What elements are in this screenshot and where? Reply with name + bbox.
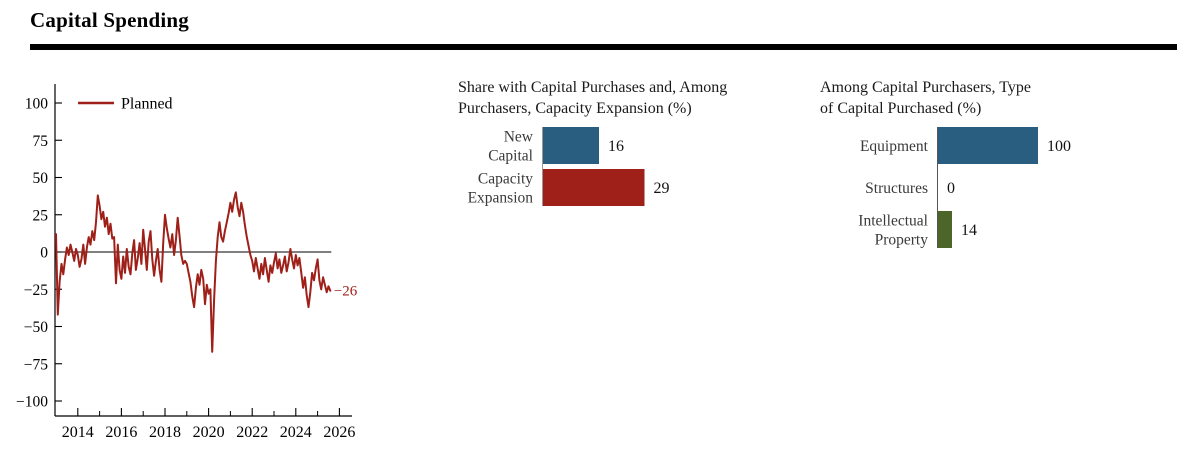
middle-chart-title: Share with Capital Purchases and, Among … bbox=[458, 77, 788, 119]
bar-capacity-expansion bbox=[543, 169, 645, 206]
bar-label-capacity-expansion: Capacity bbox=[478, 171, 533, 188]
y-tick-label: 50 bbox=[33, 170, 49, 187]
middle-chart-title-line2: Purchasers, Capacity Expansion (%) bbox=[458, 100, 692, 117]
y-tick-label: 75 bbox=[33, 133, 49, 150]
y-tick-label: −100 bbox=[16, 394, 48, 411]
bar-label-new-capital: Capital bbox=[488, 148, 533, 165]
planned-series-line bbox=[55, 191, 332, 353]
right-chart-title: Among Capital Purchasers, Type of Capita… bbox=[820, 77, 1150, 119]
bar-value-intellectual-property: 14 bbox=[961, 222, 977, 239]
right-chart-title-line1: Among Capital Purchasers, Type bbox=[820, 79, 1031, 96]
bar-intellectual-property bbox=[938, 211, 952, 248]
bar-new-capital bbox=[543, 127, 599, 164]
y-tick-label: 0 bbox=[40, 245, 48, 262]
x-tick-label: 2020 bbox=[193, 424, 225, 441]
x-tick-label: 2016 bbox=[105, 424, 137, 441]
bar-equipment bbox=[938, 127, 1038, 164]
y-tick-label: 25 bbox=[33, 207, 49, 224]
y-tick-label: 100 bbox=[25, 96, 49, 113]
x-tick-label: 2024 bbox=[280, 424, 312, 441]
x-tick-label: 2026 bbox=[323, 424, 355, 441]
bar-value-equipment: 100 bbox=[1047, 138, 1071, 155]
legend-label: Planned bbox=[121, 96, 173, 113]
axes bbox=[54, 84, 352, 417]
bar-value-structures: 0 bbox=[947, 180, 955, 197]
title-rule bbox=[30, 44, 1177, 50]
bar-label-intellectual-property: Intellectual bbox=[858, 213, 928, 230]
bar-value-new-capital: 16 bbox=[608, 138, 624, 155]
bar-label-capacity-expansion: Expansion bbox=[468, 190, 534, 207]
end-value-label: −26 bbox=[334, 284, 358, 300]
bar-value-capacity-expansion: 29 bbox=[654, 180, 670, 197]
page-title: Capital Spending bbox=[30, 8, 190, 32]
y-tick-label: −50 bbox=[24, 319, 48, 336]
right-chart-title-line2: of Capital Purchased (%) bbox=[820, 100, 982, 117]
x-tick-label: 2018 bbox=[149, 424, 181, 441]
bar-label-intellectual-property: Property bbox=[875, 232, 929, 249]
y-tick-label: −75 bbox=[24, 356, 48, 373]
x-tick-label: 2022 bbox=[236, 424, 268, 441]
bar-label-structures: Structures bbox=[865, 180, 928, 197]
x-tick-label: 2014 bbox=[62, 424, 94, 441]
y-axis-ticks: 100 75 50 25 0 −25 −50 −75 −100 bbox=[16, 96, 62, 411]
middle-chart-title-line1: Share with Capital Purchases and, Among bbox=[458, 79, 728, 96]
y-tick-label: −25 bbox=[24, 282, 48, 299]
capital-type-bar-chart: 100 Equipment 0 Structures 14 Intellectual Pro… bbox=[858, 127, 1071, 249]
legend: Planned bbox=[78, 96, 173, 113]
bar-label-new-capital: New bbox=[504, 129, 534, 146]
x-axis-ticks: 2014 2016 2018 2020 2022 2024 2026 bbox=[62, 408, 355, 441]
capital-purchases-bar-chart: 16 New Capital 29 Capacity Expansion bbox=[468, 127, 670, 207]
bar-label-equipment: Equipment bbox=[860, 138, 929, 155]
